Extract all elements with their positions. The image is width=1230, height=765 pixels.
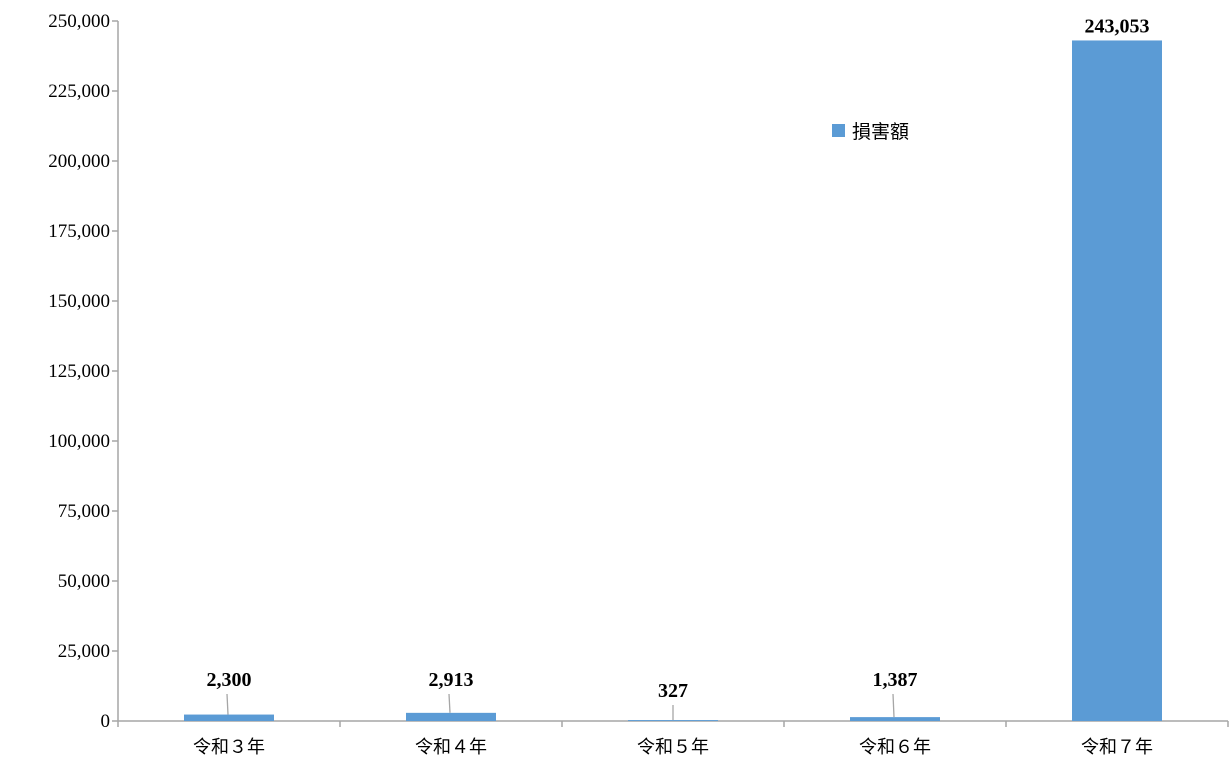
x-tick-label: 令和３年 [193, 737, 265, 758]
y-tick-label: 0 [101, 711, 111, 732]
y-tick-label: 125,000 [48, 361, 110, 382]
data-label: 2,913 [429, 669, 474, 691]
axes: 0 25,000 50,000 75,000 100,000 125,000 150,000… [48, 11, 1229, 758]
x-tick-label: 令和７年 [1081, 737, 1153, 758]
leader-lines [226, 693, 895, 721]
y-tick-label: 175,000 [48, 221, 110, 242]
legend: 損害額 [832, 121, 909, 143]
data-label: 2,300 [207, 669, 252, 691]
leader-line [892, 693, 895, 718]
bar [628, 720, 718, 721]
bars [184, 40, 1162, 721]
leader-line [448, 693, 451, 713]
x-tick-label: 令和４年 [415, 737, 487, 758]
data-label: 327 [658, 680, 688, 702]
data-labels: 2,300 2,913 327 1,387 243,053 [207, 15, 1150, 702]
y-tick-label: 75,000 [58, 501, 110, 522]
data-label: 243,053 [1085, 15, 1150, 37]
y-tick-label: 100,000 [48, 431, 110, 452]
x-tick-label: 令和６年 [859, 737, 931, 758]
y-tick-label: 200,000 [48, 151, 110, 172]
data-label: 1,387 [873, 669, 918, 691]
y-tick-label: 250,000 [48, 11, 110, 32]
y-tick-label: 225,000 [48, 81, 110, 102]
y-tick-label: 50,000 [58, 571, 110, 592]
legend-swatch [832, 124, 845, 137]
bar [406, 712, 496, 721]
bar [850, 717, 940, 721]
y-tick-label: 150,000 [48, 291, 110, 312]
bar [1072, 40, 1162, 721]
legend-label: 損害額 [852, 121, 909, 143]
y-tick-label: 25,000 [58, 641, 110, 662]
x-tick-label: 令和５年 [637, 737, 709, 758]
leader-line [226, 693, 229, 715]
bar [184, 714, 274, 721]
